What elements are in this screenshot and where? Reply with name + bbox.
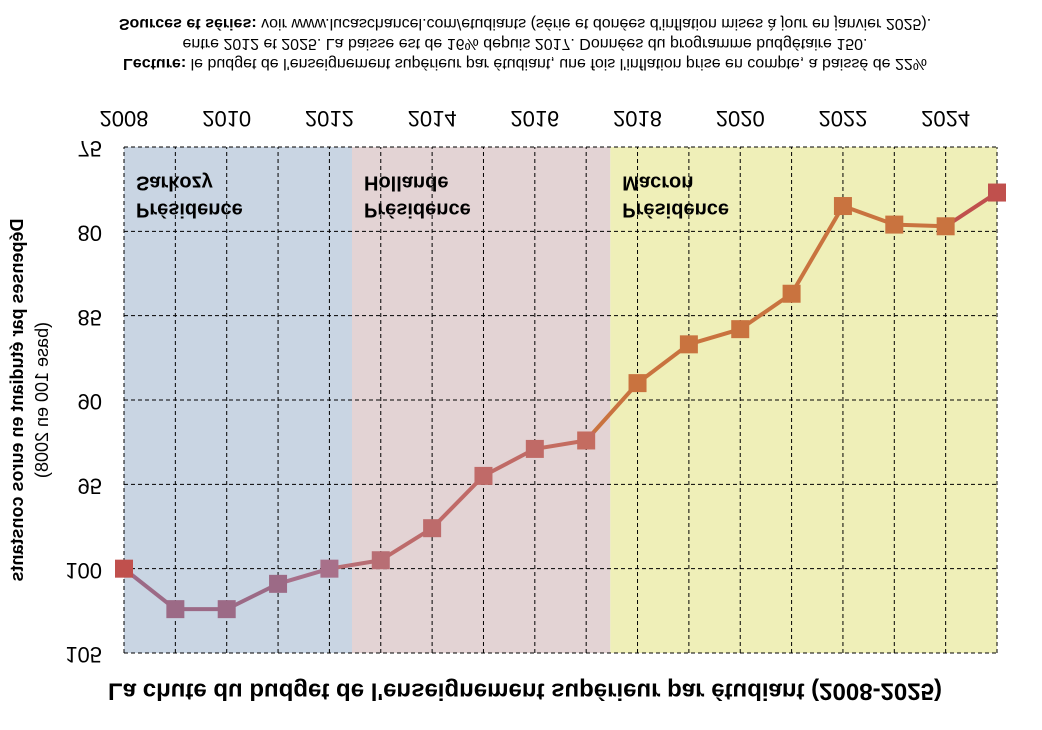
y-tick-label: 75: [78, 136, 102, 161]
line-segment: [789, 205, 845, 295]
marker: [988, 183, 1006, 202]
note-bold: Lecture:: [123, 55, 186, 72]
x-tick-label: 2012: [305, 106, 354, 131]
marker: [115, 559, 133, 578]
period-label: Macron: [622, 172, 693, 194]
x-tick-label: 2016: [510, 106, 559, 131]
marker: [525, 439, 544, 458]
marker: [217, 600, 236, 619]
marker: [833, 197, 852, 216]
marker: [679, 335, 698, 354]
y-tick-label: 90: [78, 389, 102, 414]
marker: [782, 284, 801, 303]
marker: [731, 320, 750, 339]
x-tick-label: 2018: [613, 106, 662, 131]
note: Lecture: le budget de l'enseignement sup…: [123, 55, 927, 72]
marker: [474, 466, 493, 485]
period-label: Présidence: [364, 199, 471, 221]
note: Sources et séries: voir www.lucaschancel…: [119, 15, 931, 32]
x-tick-label: 2014: [408, 106, 457, 131]
y-tick-label: 100: [65, 558, 102, 583]
x-tick-label: 2024: [921, 106, 970, 131]
marker: [885, 215, 904, 234]
y-tick-label: 105: [65, 642, 102, 667]
x-tick-label: 2022: [818, 106, 867, 131]
note-text: voir www.lucaschancel.com/etudiants (sér…: [257, 15, 932, 32]
period-label: Présidence: [622, 199, 729, 221]
chart-title: La chute du budget de l'enseignement sup…: [108, 678, 942, 705]
marker: [423, 519, 442, 538]
line-segment: [584, 381, 640, 442]
y-tick-label: 85: [78, 305, 102, 330]
marker: [577, 431, 596, 450]
marker: [166, 600, 185, 619]
marker: [936, 217, 955, 236]
y-axis-label: (base 100 en 2008): [32, 322, 52, 478]
marker: [371, 551, 390, 570]
y-tick-label: 80: [78, 221, 102, 246]
note-text: le budget de l'enseignement supérieur pa…: [186, 55, 927, 72]
marker: [320, 559, 339, 578]
x-tick-label: 2020: [716, 106, 765, 131]
x-tick-label: 2010: [202, 106, 251, 131]
period-label: Hollande: [364, 172, 448, 194]
note: entre 2012 et 2025. La baisse est de 16%…: [183, 35, 868, 52]
period-label: Sarkozy: [136, 172, 214, 194]
y-axis-label: Dépenses par étudiant en euros constants: [7, 218, 27, 581]
y-tick-label: 95: [78, 474, 102, 499]
period-label: Présidence: [136, 199, 243, 221]
x-tick-label: 2008: [100, 106, 149, 131]
marker: [628, 374, 647, 393]
note-text: entre 2012 et 2025. La baisse est de 16%…: [183, 35, 868, 52]
marker: [269, 574, 288, 593]
note-bold: Sources et séries:: [119, 15, 257, 32]
